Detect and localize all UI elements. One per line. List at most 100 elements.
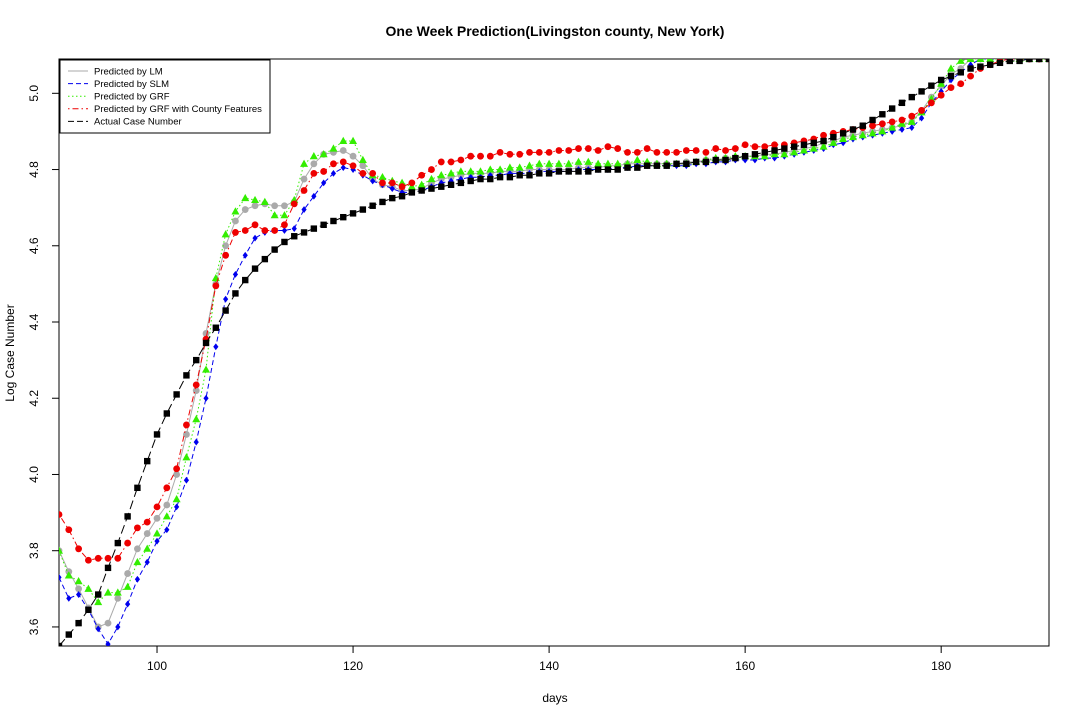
data-point — [584, 157, 593, 165]
data-point — [437, 158, 445, 166]
data-point — [281, 221, 288, 229]
data-point — [732, 154, 739, 162]
data-point — [241, 206, 249, 213]
data-point — [319, 150, 328, 158]
data-point — [270, 211, 279, 219]
data-point — [467, 177, 474, 185]
data-point — [222, 242, 230, 250]
data-point — [114, 539, 122, 547]
data-point — [535, 159, 544, 167]
data-point — [712, 156, 719, 164]
data-point — [781, 145, 788, 152]
data-point — [389, 185, 395, 192]
legend: Predicted by LM Predicted by SLM Predicted… — [59, 59, 271, 134]
data-point — [957, 80, 965, 88]
data-point — [222, 307, 229, 314]
data-point — [104, 619, 112, 627]
data-point — [66, 594, 72, 602]
data-point — [144, 457, 151, 465]
data-point — [486, 165, 495, 173]
data-point — [339, 136, 348, 144]
data-point — [261, 227, 269, 234]
data-point — [702, 158, 710, 166]
data-point — [771, 141, 778, 149]
data-point — [565, 147, 573, 154]
data-point — [564, 159, 573, 167]
series-line — [59, 59, 1049, 561]
legend-label: Predicted by GRF — [94, 92, 170, 103]
data-point — [310, 225, 318, 232]
data-point — [869, 122, 876, 130]
data-point — [223, 295, 229, 303]
y-tick-label: 3.6 — [27, 618, 41, 635]
data-point — [918, 107, 925, 114]
data-point — [153, 503, 161, 511]
data-point — [712, 145, 720, 152]
data-point — [751, 143, 759, 151]
data-point — [771, 147, 778, 154]
data-point — [809, 144, 818, 152]
data-point — [105, 640, 111, 646]
data-point — [614, 166, 621, 173]
data-point — [496, 148, 504, 156]
data-point — [349, 152, 357, 160]
data-point — [476, 167, 485, 175]
data-point — [59, 546, 63, 554]
x-tick-label: 100 — [147, 659, 167, 673]
data-point — [143, 530, 151, 537]
data-point — [966, 59, 975, 62]
data-point — [438, 183, 445, 190]
data-point — [114, 594, 122, 602]
data-point — [163, 484, 171, 492]
data-point — [653, 162, 661, 169]
data-point — [85, 606, 92, 613]
data-point — [85, 556, 92, 564]
data-point — [575, 145, 582, 152]
data-point — [428, 185, 435, 192]
data-point — [956, 59, 965, 64]
data-point — [321, 179, 327, 187]
y-axis-label: Log Case Number — [3, 304, 17, 401]
data-point — [143, 518, 151, 526]
data-point — [486, 152, 494, 160]
data-point — [125, 600, 131, 608]
data-point — [339, 147, 347, 154]
data-point — [311, 192, 317, 200]
data-point — [722, 147, 729, 154]
data-point — [516, 150, 524, 158]
data-point — [84, 584, 93, 592]
data-point — [761, 149, 768, 156]
data-point — [780, 150, 789, 158]
data-point — [115, 623, 121, 631]
data-point — [594, 147, 602, 154]
data-point — [526, 148, 533, 156]
data-point — [281, 227, 288, 234]
data-point — [545, 148, 553, 156]
data-point — [134, 575, 141, 583]
data-point — [526, 172, 533, 179]
data-point — [301, 206, 307, 213]
data-point — [624, 164, 631, 171]
data-point — [241, 193, 250, 202]
data-point — [74, 577, 83, 585]
data-point — [399, 189, 405, 196]
data-point — [64, 571, 73, 579]
data-point — [810, 139, 817, 147]
legend-box — [59, 59, 271, 134]
data-point — [604, 143, 612, 151]
data-point — [75, 585, 83, 593]
data-point — [251, 221, 259, 229]
data-point — [124, 539, 132, 547]
data-point — [113, 588, 122, 596]
data-point — [173, 471, 181, 478]
data-point — [320, 221, 327, 229]
data-point — [702, 148, 710, 156]
data-point — [643, 145, 651, 152]
data-point — [418, 187, 425, 194]
plot-area — [59, 59, 1049, 646]
data-point — [976, 59, 985, 62]
data-point — [59, 642, 63, 646]
data-point — [947, 84, 955, 91]
data-point — [506, 173, 514, 181]
data-point — [447, 169, 456, 177]
